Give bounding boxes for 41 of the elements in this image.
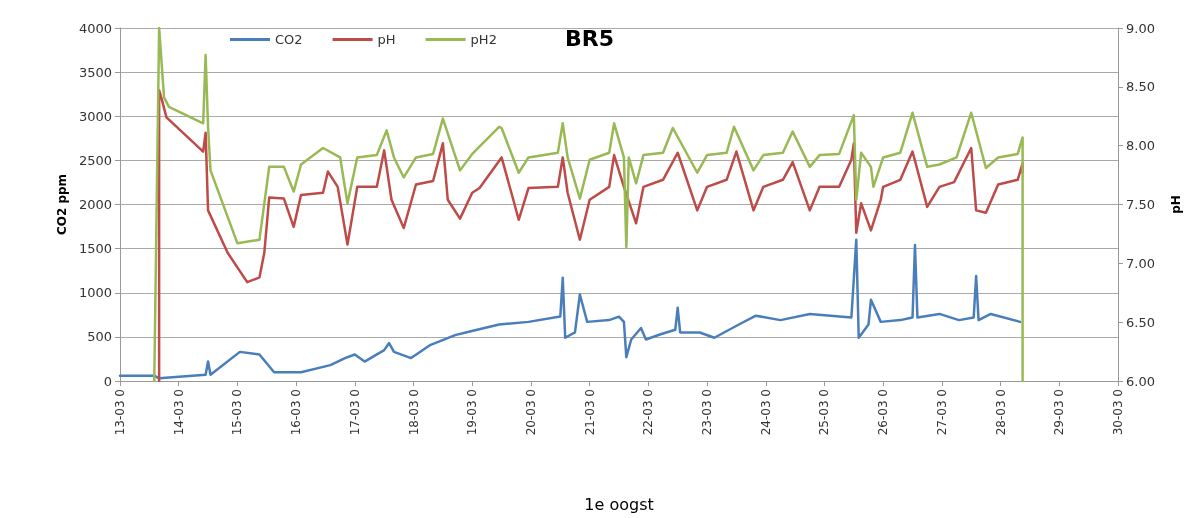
x-tick-label: 19-03 0 bbox=[465, 389, 480, 436]
x-tick-label: 25-03 0 bbox=[817, 389, 832, 436]
x-tick-label: 26-03 0 bbox=[876, 389, 891, 436]
x-tick-label: 27-03 0 bbox=[934, 389, 949, 436]
x-axis-title: 1e oogst bbox=[584, 494, 654, 514]
x-tick-label: 28-03 0 bbox=[993, 389, 1008, 436]
y2-tick-label: 6.50 bbox=[1126, 314, 1155, 330]
y-tick-label: 1000 bbox=[78, 285, 112, 301]
x-tick-label: 13-03 0 bbox=[113, 389, 127, 436]
y2-tick-label: 7.00 bbox=[1126, 255, 1155, 271]
legend-label: pH bbox=[377, 32, 396, 47]
y2-tick-label: 8.50 bbox=[1126, 79, 1155, 95]
legend-label: CO2 bbox=[275, 32, 303, 47]
chart-title: BR5 bbox=[565, 25, 615, 51]
x-tick-label: 17-03 0 bbox=[347, 389, 362, 436]
x-tick-label: 24-03 0 bbox=[758, 389, 773, 436]
y2-axis-title: pH bbox=[1169, 195, 1183, 214]
y-tick-label: 2000 bbox=[78, 197, 112, 212]
x-tick-label: 21-03 0 bbox=[582, 389, 597, 436]
x-tick-label: 16-03 0 bbox=[289, 389, 304, 436]
x-tick-label: 22-03 0 bbox=[641, 389, 656, 436]
x-tick-label: 20-03 0 bbox=[523, 389, 538, 436]
y-tick-label: 4000 bbox=[78, 20, 112, 36]
y-tick-label: 500 bbox=[87, 329, 112, 345]
x-tick-label: 29-03 0 bbox=[1052, 389, 1067, 436]
y-axis-title: CO2 ppm bbox=[55, 173, 69, 236]
x-tick-label: 14-03 0 bbox=[171, 389, 186, 436]
x-tick-label: 18-03 0 bbox=[406, 389, 421, 436]
y-tick-label: 1500 bbox=[78, 241, 112, 257]
legend-label: pH2 bbox=[470, 32, 497, 47]
y-tick-label: 2500 bbox=[78, 152, 112, 168]
y2-tick-label: 7.50 bbox=[1126, 197, 1155, 212]
y-tick-label: 3500 bbox=[78, 64, 112, 80]
y-tick-label: 3000 bbox=[78, 108, 112, 124]
y2-tick-label: 9.00 bbox=[1126, 20, 1155, 36]
x-tick-label: 23-03 0 bbox=[700, 389, 715, 436]
y-tick-label: 0 bbox=[103, 373, 112, 389]
y2-tick-label: 6.00 bbox=[1126, 373, 1155, 389]
y2-tick-label: 8.00 bbox=[1126, 138, 1155, 154]
x-tick-label: 30-03 0 bbox=[1111, 389, 1125, 436]
x-tick-label: 15-03 0 bbox=[230, 389, 245, 436]
